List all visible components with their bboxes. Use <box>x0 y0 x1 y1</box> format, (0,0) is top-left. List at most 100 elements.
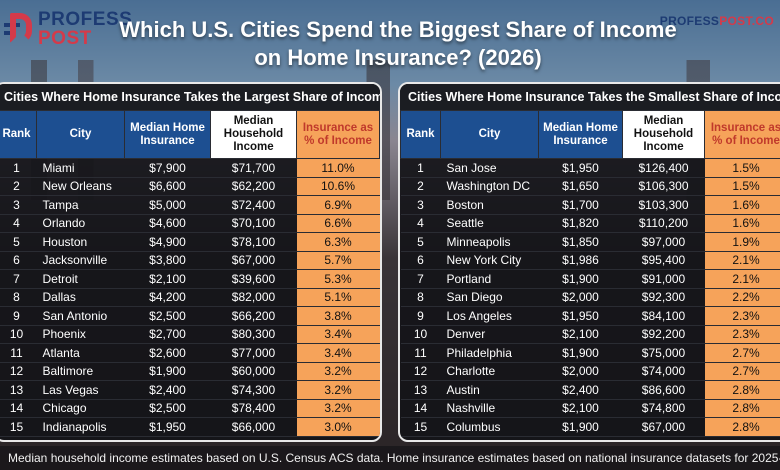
cell-premium: $4,900 <box>124 232 211 252</box>
cell-rank: 3 <box>0 195 37 215</box>
cell-city: Philadelphia <box>440 343 539 363</box>
cell-income: $78,100 <box>210 232 297 252</box>
cell-share: 1.5% <box>704 158 780 178</box>
cell-share: 6.9% <box>296 195 380 215</box>
brand-site-part2: POST.CO <box>719 14 774 28</box>
cell-city: San Jose <box>440 158 539 178</box>
cell-rank: 10 <box>0 325 37 344</box>
table-row: 9 San Antonio $2,500 $66,200 3.8% <box>0 306 380 326</box>
cell-city: Houston <box>36 232 125 252</box>
cell-income: $86,600 <box>622 380 705 400</box>
cell-premium: $2,100 <box>538 325 623 344</box>
cell-city: Minneapolis <box>440 232 539 252</box>
table-row: 12 Baltimore $1,900 $60,000 3.2% <box>0 362 380 381</box>
col-income-header: Median Household Income <box>622 110 705 159</box>
cell-rank: 9 <box>0 306 37 326</box>
cell-share: 2.8% <box>704 380 780 400</box>
cell-premium: $1,850 <box>538 232 623 252</box>
largest-share-table: Rank City Median Home Insurance Median H… <box>0 110 380 437</box>
cell-share: 2.1% <box>704 269 780 289</box>
cell-city: Baltimore <box>36 362 125 381</box>
table-row: 3 Boston $1,700 $103,300 1.6% <box>400 195 780 215</box>
cell-premium: $1,900 <box>538 269 623 289</box>
cell-city: Tampa <box>36 195 125 215</box>
cell-income: $74,300 <box>210 380 297 400</box>
cell-premium: $6,600 <box>124 177 211 196</box>
largest-share-panel: Cities Where Home Insurance Takes the La… <box>0 82 382 442</box>
table-row: 12 Charlotte $2,000 $74,000 2.7% <box>400 362 780 381</box>
cell-city: Detroit <box>36 269 125 289</box>
table-row: 11 Philadelphia $1,900 $75,000 2.7% <box>400 343 780 363</box>
cell-income: $62,200 <box>210 177 297 196</box>
infographic-title: Which U.S. Cities Spend the Biggest Shar… <box>119 17 677 70</box>
cell-city: Atlanta <box>36 343 125 363</box>
cell-rank: 7 <box>400 269 441 289</box>
cell-share: 3.0% <box>296 417 380 437</box>
cell-share: 2.1% <box>704 251 780 270</box>
cell-rank: 13 <box>0 380 37 400</box>
col-rank-header: Rank <box>400 110 441 159</box>
cell-premium: $1,700 <box>538 195 623 215</box>
cell-city: Columbus <box>440 417 539 437</box>
cell-share: 1.6% <box>704 214 780 233</box>
cell-rank: 1 <box>400 158 441 178</box>
cell-share: 2.8% <box>704 399 780 418</box>
cell-income: $84,100 <box>622 306 705 326</box>
cell-income: $66,200 <box>210 306 297 326</box>
table-row: 13 Austin $2,400 $86,600 2.8% <box>400 380 780 400</box>
cell-premium: $2,600 <box>124 343 211 363</box>
cell-share: 1.5% <box>704 177 780 196</box>
cell-share: 3.2% <box>296 362 380 381</box>
cell-rank: 5 <box>400 232 441 252</box>
table-row: 8 Dallas $4,200 $82,000 5.1% <box>0 288 380 307</box>
cell-premium: $2,500 <box>124 399 211 418</box>
cell-rank: 8 <box>0 288 37 307</box>
cell-income: $72,400 <box>210 195 297 215</box>
cell-premium: $2,400 <box>124 380 211 400</box>
cell-premium: $2,100 <box>538 399 623 418</box>
cell-rank: 13 <box>400 380 441 400</box>
cell-rank: 12 <box>400 362 441 381</box>
cell-premium: $1,950 <box>538 306 623 326</box>
cell-share: 3.4% <box>296 325 380 344</box>
cell-rank: 8 <box>400 288 441 307</box>
cell-income: $106,300 <box>622 177 705 196</box>
cell-premium: $1,950 <box>124 417 211 437</box>
smallest-share-panel: Cities Where Home Insurance Takes the Sm… <box>398 82 780 442</box>
table-row: 1 Miami $7,900 $71,700 11.0% <box>0 158 380 178</box>
cell-premium: $2,500 <box>124 306 211 326</box>
cell-income: $67,000 <box>210 251 297 270</box>
cell-share: 2.7% <box>704 343 780 363</box>
cell-share: 5.7% <box>296 251 380 270</box>
cell-share: 6.3% <box>296 232 380 252</box>
cell-rank: 14 <box>0 399 37 418</box>
smallest-share-heading: Cities Where Home Insurance Takes the Sm… <box>400 84 780 110</box>
cell-premium: $2,700 <box>124 325 211 344</box>
col-city-header: City <box>36 110 125 159</box>
cell-income: $39,600 <box>210 269 297 289</box>
cell-share: 3.2% <box>296 380 380 400</box>
cell-city: Denver <box>440 325 539 344</box>
cell-rank: 6 <box>0 251 37 270</box>
cell-city: Los Angeles <box>440 306 539 326</box>
cell-city: San Diego <box>440 288 539 307</box>
table-row: 1 San Jose $1,950 $126,400 1.5% <box>400 158 780 178</box>
cell-city: Washington DC <box>440 177 539 196</box>
cell-rank: 11 <box>0 343 37 363</box>
col-income-header: Median Household Income <box>210 110 297 159</box>
cell-income: $74,000 <box>622 362 705 381</box>
cell-rank: 6 <box>400 251 441 270</box>
cell-share: 2.7% <box>704 362 780 381</box>
col-share-header: Insurance as % of Income <box>296 110 380 159</box>
brand-site-part1: PROFESS <box>659 14 720 28</box>
cell-premium: $1,650 <box>538 177 623 196</box>
cell-premium: $7,900 <box>124 158 211 178</box>
cell-rank: 5 <box>0 232 37 252</box>
cell-income: $77,000 <box>210 343 297 363</box>
cell-premium: $2,400 <box>538 380 623 400</box>
table-row: 7 Detroit $2,100 $39,600 5.3% <box>0 269 380 289</box>
brand-name-line2: POST <box>38 28 92 49</box>
cell-income: $66,000 <box>210 417 297 437</box>
cell-city: Seattle <box>440 214 539 233</box>
col-rank-header: Rank <box>0 110 37 159</box>
